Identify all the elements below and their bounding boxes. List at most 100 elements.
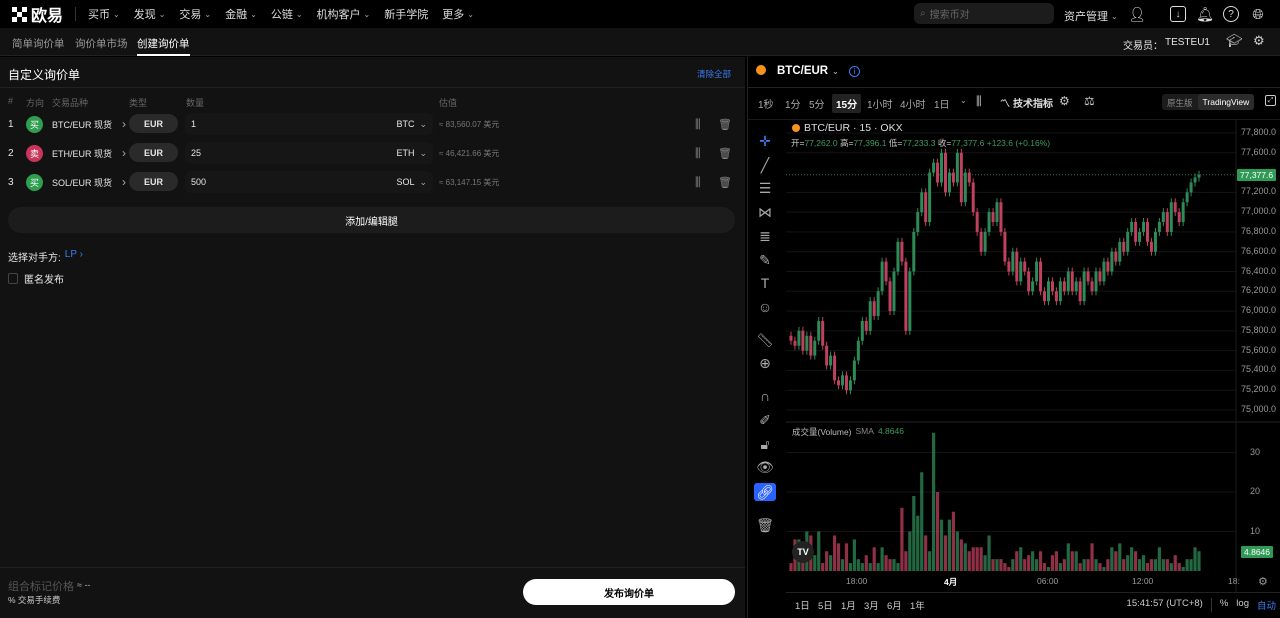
fullscreen-icon[interactable]: ⤢ [1265, 95, 1276, 106]
leg-side[interactable]: 买 [26, 111, 43, 137]
quantity-input[interactable]: 500 SOL ⌄ [185, 171, 433, 193]
download-icon[interactable]: ↓ [1170, 6, 1186, 22]
nav-item[interactable]: 机构客户 ⌄ [317, 6, 371, 22]
auto-scale-toggle[interactable]: 自动 [1256, 601, 1276, 612]
axis-settings-icon[interactable]: ⚙ [1258, 576, 1268, 588]
tab-rfq-market[interactable]: 询价单市场 [75, 38, 128, 50]
nav-item[interactable]: 更多 ⌄ [442, 6, 474, 22]
nav-item[interactable]: 发现 ⌄ [134, 6, 166, 22]
type-selector[interactable]: EUR [129, 172, 178, 191]
asset-management-menu[interactable]: 资产管理 ⌄ [1064, 8, 1118, 24]
clock[interactable]: 15:41:57 (UTC+8) [1126, 598, 1203, 609]
okx-logo[interactable]: 欧易 [12, 2, 63, 26]
user-icon[interactable]: 👤︎ [1128, 5, 1146, 22]
pattern-icon[interactable]: ⋈ [758, 203, 772, 220]
info-icon[interactable]: i [848, 65, 860, 77]
zoom-in-icon[interactable]: ⊕ [759, 354, 771, 371]
log-toggle[interactable]: log [1236, 598, 1249, 609]
trash-icon[interactable]: 🗑︎ [756, 516, 774, 533]
instrument-selector[interactable]: BTC/EUR 现货 › [52, 111, 126, 137]
timeframe-1[interactable]: 1分 [785, 100, 801, 111]
quantity-input[interactable]: 25 ETH ⌄ [185, 142, 433, 164]
ruler-icon[interactable]: 📏︎ [756, 331, 774, 348]
native-view-button[interactable]: 原生版 [1167, 98, 1193, 108]
leg-row: 2 卖 ETH/EUR 现货 › EUR 25 ETH ⌄ ≈ 46,421.66 美元 ⫼ 🗑︎ [0, 140, 745, 166]
type-selector[interactable]: EUR [129, 114, 178, 133]
candlestick-chart[interactable] [748, 57, 1280, 618]
trash-icon[interactable]: 🗑︎ [718, 118, 732, 131]
leg-side[interactable]: 卖 [26, 140, 43, 166]
add-edit-legs-button[interactable]: 添加/编辑腿 [8, 207, 735, 233]
timeframe-3[interactable]: 15分 [832, 94, 862, 113]
range-button[interactable]: 1日 [795, 601, 810, 612]
compare-scale-icon[interactable]: ⚖ [1084, 94, 1095, 108]
text-icon[interactable]: T [760, 275, 770, 291]
tradingview-button[interactable]: TradingView [1197, 94, 1255, 110]
trash-icon[interactable]: 🗑︎ [718, 147, 732, 160]
pair-selector[interactable]: BTC/EUR ⌄ i [777, 65, 860, 77]
search-input[interactable]: ⌕ 搜索币对 [914, 3, 1054, 24]
magnet-icon[interactable]: ∩ [759, 388, 771, 404]
graduation-cap-icon[interactable]: 🎓︎ [1226, 33, 1243, 48]
trash-icon[interactable]: 🗑︎ [718, 176, 732, 189]
timeframe-4[interactable]: 1小时 [867, 100, 893, 111]
link-icon[interactable]: 🔗︎ [754, 483, 776, 501]
unit-selector[interactable]: BTC ⌄ [396, 119, 427, 130]
quantity-input[interactable]: 1 BTC ⌄ [185, 113, 433, 135]
range-button[interactable]: 3月 [864, 601, 879, 612]
lock-icon[interactable]: 🔓︎ [760, 435, 770, 452]
tab-simple-rfq[interactable]: 简单询价单 [12, 38, 65, 50]
publish-rfq-button[interactable]: 发布询价单 [523, 579, 735, 605]
indicators-button[interactable]: 〽技术指标 [1000, 95, 1053, 110]
fee-label[interactable]: % 交易手续费 [8, 595, 61, 605]
chart-leg-icon[interactable]: ⫼ [695, 174, 701, 189]
eye-icon[interactable]: 👁︎ [756, 458, 774, 475]
unit-selector[interactable]: SOL ⌄ [396, 177, 427, 188]
instrument-selector[interactable]: ETH/EUR 现货 › [52, 140, 126, 166]
settings-icon[interactable]: ⚙ [1059, 94, 1070, 108]
tradingview-logo[interactable]: TV [792, 541, 814, 563]
range-button[interactable]: 6月 [887, 601, 902, 612]
instrument-selector[interactable]: SOL/EUR 现货 › [52, 169, 126, 195]
clear-all-link[interactable]: 清除全部 [697, 69, 732, 79]
percent-toggle[interactable]: % [1219, 598, 1229, 609]
nav-item[interactable]: 公链 ⌄ [271, 6, 303, 22]
bell-icon[interactable]: 🔔︎ [1196, 5, 1214, 22]
draw-lock-icon[interactable]: ✐ [759, 411, 771, 428]
leg-side[interactable]: 买 [26, 169, 43, 195]
emoji-icon[interactable]: ☺ [757, 299, 773, 315]
brush-icon[interactable]: ✎ [759, 251, 771, 268]
nav-item[interactable]: 买币 ⌄ [88, 6, 120, 22]
fib-icon[interactable]: ≣ [759, 227, 771, 244]
timeframe-2[interactable]: 5分 [809, 100, 825, 111]
counterparty-selector[interactable]: LP › [65, 249, 83, 264]
candle [936, 162, 940, 183]
settings-icon[interactable]: ⚙ [1253, 33, 1265, 48]
crosshair-icon[interactable]: ✛ [759, 132, 771, 149]
chart-leg-icon[interactable]: ⫼ [695, 145, 701, 160]
chart-leg-icon[interactable]: ⫼ [695, 116, 701, 131]
horizontal-lines-icon[interactable]: ☰ [758, 179, 772, 196]
range-button[interactable]: 1年 [910, 601, 925, 612]
anonymous-checkbox-row[interactable]: 匿名发布 [8, 271, 64, 286]
timeframe-6[interactable]: 1日 [934, 100, 950, 111]
trend-line-icon[interactable]: ╱ [760, 156, 770, 173]
timeframe-0[interactable]: 1秒 [758, 100, 774, 111]
price-axis[interactable]: 77,800.0 77,600.0 77,200.0 77,000.0 76,800.0… [1240, 57, 1280, 577]
nav-item[interactable]: 交易 ⌄ [179, 6, 211, 22]
help-icon[interactable]: ? [1223, 6, 1239, 22]
range-button[interactable]: 5日 [818, 601, 833, 612]
tab-create-rfq[interactable]: 创建询价单 [137, 38, 190, 56]
volume-bar [1130, 547, 1134, 571]
type-selector[interactable]: EUR [129, 143, 178, 162]
volume-bar [920, 472, 924, 571]
timeframe-5[interactable]: 4小时 [900, 100, 926, 111]
nav-item[interactable]: 新手学院 [384, 6, 428, 22]
range-button[interactable]: 1月 [841, 601, 856, 612]
unit-selector[interactable]: ETH ⌄ [396, 148, 427, 159]
nav-item[interactable]: 金融 ⌄ [225, 6, 257, 22]
anonymous-checkbox[interactable] [8, 273, 18, 284]
candle-type-icon[interactable]: ⫼ [976, 94, 982, 108]
chevron-down-icon[interactable]: ⌄ [960, 96, 967, 105]
globe-icon[interactable]: 🌐︎ [1252, 5, 1264, 22]
